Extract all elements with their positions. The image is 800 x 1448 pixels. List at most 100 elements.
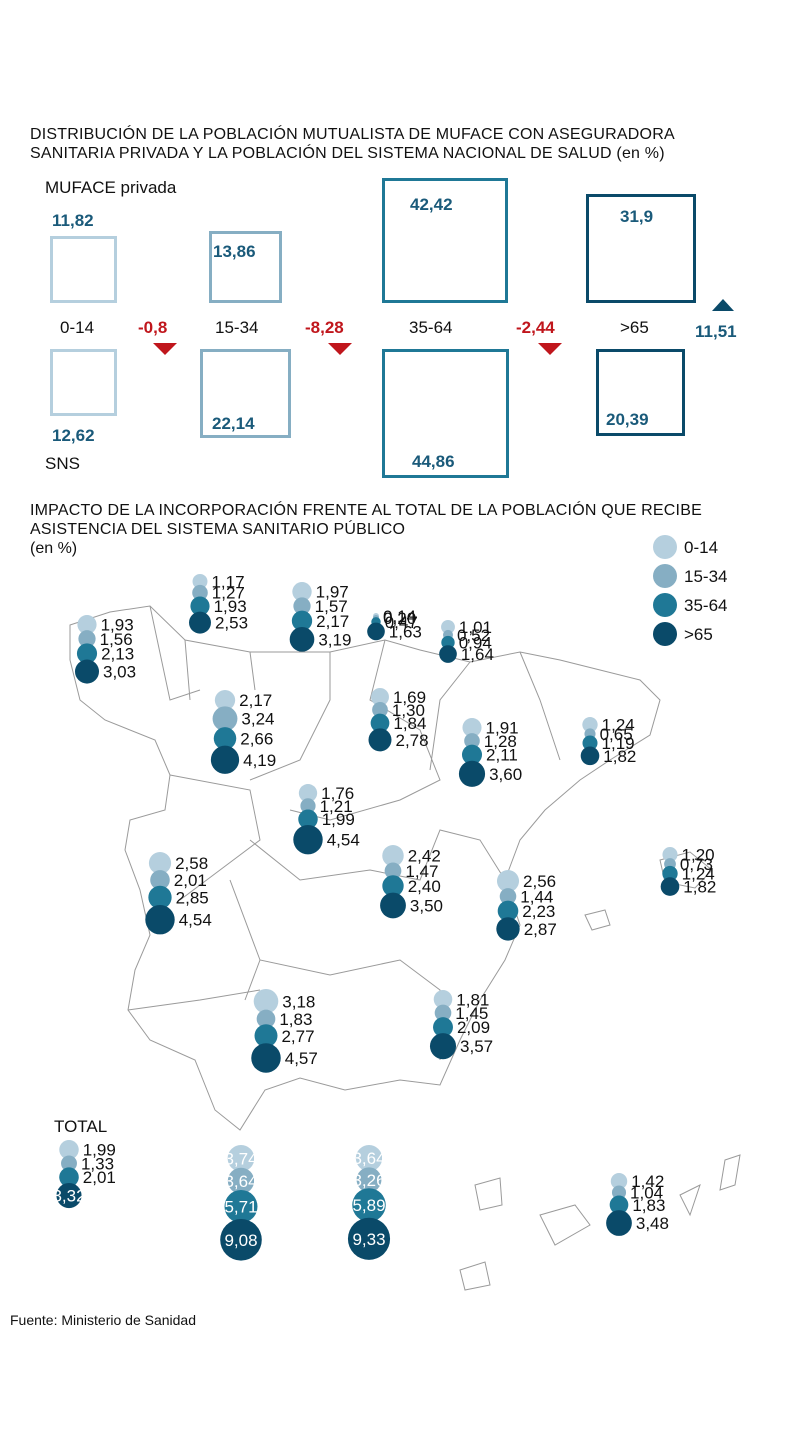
bubble->65 [251, 1043, 281, 1073]
bubble-value-label: 1,20 [682, 846, 715, 865]
region-bubble-stack-4: 1,010,520,941,64 [439, 618, 494, 664]
bubble->65 [367, 622, 385, 641]
bubble-35-64 [461, 744, 483, 765]
bubble-value-label: 3,57 [460, 1037, 493, 1056]
bubble-value-label: 2,53 [215, 614, 248, 633]
arrow-down-icon [538, 343, 562, 355]
bubble-value-label: 1,24 [682, 865, 715, 884]
bubble-35-64 [582, 735, 598, 751]
bubble-value-label: 3,64 [224, 1172, 257, 1191]
bubble-15-34 [227, 1167, 255, 1195]
bubble-0-14 [192, 574, 208, 589]
bubble-value-label: 0,14 [383, 607, 416, 626]
bubble-15-34 [150, 870, 170, 890]
total-value-label: 3,32 [52, 1187, 85, 1206]
bubble-0-14 [292, 582, 312, 602]
group-label-15-34: 15-34 [215, 318, 259, 337]
legend-label: >65 [684, 625, 713, 644]
bubble->65 [660, 877, 680, 896]
bubble-value-label: 3,64 [352, 1149, 385, 1168]
bubble-15-34 [356, 1167, 382, 1193]
change-arrows [153, 299, 734, 355]
row-label-sns: SNS [45, 454, 80, 473]
bubble->65 [189, 611, 211, 634]
bubble->65 [74, 659, 100, 684]
bubble-0-14 [582, 717, 598, 733]
bubble-value-label: 4,54 [327, 831, 360, 850]
bubble-35-64 [224, 1190, 258, 1223]
legend-swatch [653, 535, 677, 559]
value-muface-0-14: 11,82 [52, 211, 94, 230]
bubble-0-14 [371, 688, 389, 706]
change-35-64: -2,44 [516, 318, 555, 337]
bubble-0-14 [433, 990, 453, 1009]
bubble->65 [606, 1210, 632, 1236]
region-bubble-stack-7: 1,911,282,113,60 [458, 718, 522, 787]
group-label-65: >65 [620, 318, 649, 337]
bubble-35-64 [441, 635, 455, 650]
square-muface-65 [586, 194, 696, 303]
square-muface-0-14 [50, 236, 117, 303]
square-muface-15-34 [209, 231, 282, 303]
bubble-value-label: 1,24 [602, 716, 635, 735]
bubble-value-label: 4,54 [179, 911, 212, 930]
bubble-35-64 [370, 713, 390, 733]
bubble-0-14 [214, 690, 236, 711]
bubble-value-label: 2,11 [486, 746, 518, 765]
bubble-value-label: 1,56 [100, 630, 133, 649]
total-bubble->65 [56, 1182, 82, 1209]
region-bubble-stack-1: 1,171,271,932,53 [189, 572, 248, 634]
bubble-value-label: 1,84 [393, 714, 426, 733]
bubble-35-64 [433, 1017, 453, 1038]
value-muface-35-64: 42,42 [410, 195, 453, 214]
bubble-35-64 [291, 610, 313, 631]
bubble->65 [289, 626, 315, 652]
bubble->65 [429, 1033, 457, 1060]
bubble-value-label: 3,50 [410, 896, 443, 915]
bubble-value-label: 0,94 [459, 634, 492, 653]
bubble-35-64 [76, 643, 98, 664]
bubble-value-label: 1,82 [603, 747, 636, 766]
bubble-value-label: 1,01 [459, 618, 492, 637]
bubble-35-64 [213, 727, 237, 750]
bubble-value-label: 2,23 [522, 902, 555, 921]
bubble-15-34 [464, 733, 480, 749]
bubble-15-34 [611, 1185, 627, 1200]
bubble-value-label: 3,19 [318, 630, 351, 649]
change-65: 11,51 [695, 322, 737, 341]
bubble-value-label: 2,66 [240, 729, 273, 748]
bubble-value-label: 2,87 [524, 920, 557, 939]
bubble-value-label: 2,01 [174, 871, 207, 890]
bubble->65 [368, 728, 392, 752]
bubble-value-label: 1,99 [322, 810, 355, 829]
bubble-value-label: 2,42 [408, 847, 441, 866]
region-bubble-stack-2: 1,971,572,173,19 [289, 582, 351, 652]
value-sns-0-14: 12,62 [52, 426, 95, 445]
bubble-0-14 [496, 870, 520, 893]
bubble-0-14 [148, 852, 172, 875]
bubble-0-14 [610, 1173, 628, 1190]
bubble-0-14 [253, 989, 279, 1014]
region-bubble-stack-15: 1,811,452,093,57 [429, 990, 493, 1060]
bubble-value-label: 0,52 [457, 626, 490, 645]
source-note: Fuente: Ministerio de Sanidad [10, 1312, 196, 1328]
bubble-0-14 [355, 1145, 383, 1172]
bubble-value-label: 1,81 [456, 990, 489, 1009]
region-bubble-stack-8: 1,240,651,191,82 [580, 716, 636, 766]
value-sns-65: 20,39 [606, 410, 649, 429]
bubble-value-label: 0,65 [600, 725, 633, 744]
legend-label: 35-64 [684, 596, 727, 615]
legend-swatch [653, 564, 677, 588]
region-bubble-stack-9: 1,761,211,99 4,54 [293, 784, 360, 855]
square-sns-65 [596, 349, 685, 436]
bubble-value-label: 1,83 [279, 1010, 312, 1029]
region-bubble-stack-17: 3,64 3,26 5,89 9,33 [347, 1145, 391, 1260]
total-label: TOTAL [54, 1117, 107, 1136]
bubble-value-label: 1,93 [101, 616, 134, 635]
bubble-value-label: 2,13 [101, 644, 134, 663]
bubble-value-label: 2,85 [176, 888, 209, 907]
square-sns-35-64 [382, 349, 509, 478]
bubble-15-34 [384, 862, 402, 880]
region-bubble-stack-6: 1,691,301,842,78 [368, 688, 429, 752]
